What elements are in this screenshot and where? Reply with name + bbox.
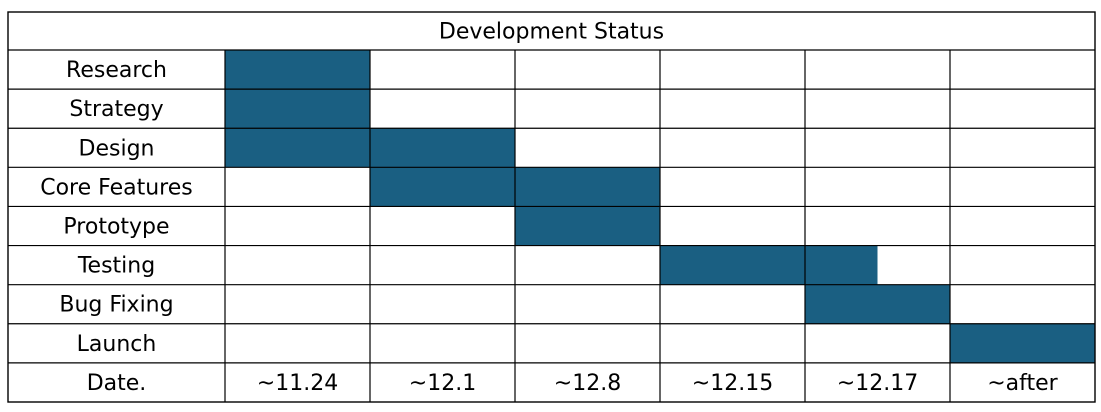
task-labels: Research Strategy Design Core Features Proto… [40, 58, 193, 357]
grid-lines [7, 11, 1096, 403]
task-label-1: Strategy [69, 97, 163, 122]
task-bar-0 [225, 50, 370, 90]
task-bar-1 [225, 89, 370, 129]
task-label-4: Prototype [63, 215, 169, 240]
date-column-label-0: ~11.24 [257, 371, 338, 396]
task-label-3: Core Features [40, 175, 193, 200]
chart-title: Development Status [439, 20, 664, 45]
date-column-label-3: ~12.15 [692, 371, 773, 396]
date-label: Date. [87, 371, 147, 396]
task-bar-7 [950, 323, 1095, 363]
date-column-label-5: ~after [987, 371, 1058, 396]
date-column-label-4: ~12.17 [837, 371, 918, 396]
task-label-0: Research [66, 58, 167, 83]
task-label-6: Bug Fixing [59, 293, 173, 318]
task-bar-4 [515, 206, 660, 246]
task-bar-5 [660, 245, 878, 285]
task-label-2: Design [79, 136, 155, 161]
task-label-5: Testing [77, 254, 155, 279]
date-row: Date. ~11.24 ~12.1 ~12.8 ~12.15 ~12.17 ~after [87, 371, 1059, 396]
task-label-7: Launch [77, 332, 157, 357]
task-bar-6 [805, 284, 950, 324]
date-column-label-2: ~12.8 [554, 371, 621, 396]
date-column-label-1: ~12.1 [409, 371, 476, 396]
